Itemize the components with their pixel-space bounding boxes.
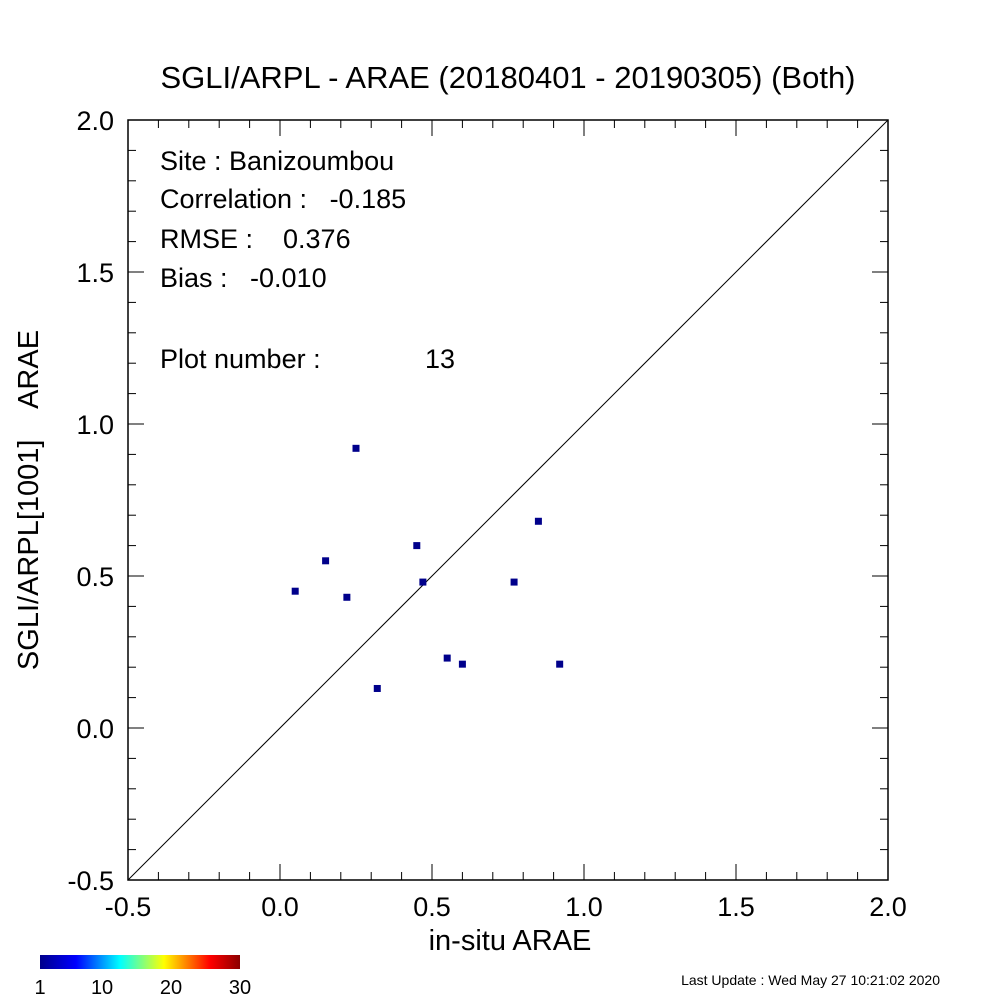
x-tick-label: 0.5 bbox=[413, 892, 451, 922]
colorbar-labels: 1 10 20 30 bbox=[34, 977, 251, 999]
bias-annotation: Bias : -0.010 bbox=[160, 263, 327, 293]
y-tick-label: 1.0 bbox=[76, 410, 114, 440]
colorbar-tick-label: 10 bbox=[91, 977, 113, 999]
data-point bbox=[322, 557, 330, 565]
plot-frame bbox=[127, 119, 889, 881]
y-axis-label: SGLI/ARPL[1001] ARAE bbox=[13, 330, 45, 670]
x-tick-label: 1.5 bbox=[717, 892, 755, 922]
data-points bbox=[291, 444, 564, 692]
y-tick-label: 0.5 bbox=[76, 562, 114, 592]
data-point bbox=[534, 517, 542, 525]
data-point bbox=[373, 684, 381, 692]
data-point bbox=[291, 587, 299, 595]
data-point bbox=[352, 444, 360, 452]
colorbar-tick-label: 1 bbox=[34, 977, 45, 999]
y-tick-label: 1.5 bbox=[76, 258, 114, 288]
one-to-one-line bbox=[127, 119, 889, 881]
data-point bbox=[556, 660, 564, 668]
last-update-text: Last Update : Wed May 27 10:21:02 2020 bbox=[681, 972, 940, 988]
data-point bbox=[458, 660, 466, 668]
data-point bbox=[510, 578, 518, 586]
x-tick-label: 2.0 bbox=[869, 892, 907, 922]
y-tick-label: -0.5 bbox=[67, 866, 114, 896]
data-point bbox=[413, 542, 421, 550]
chart-title: SGLI/ARPL - ARAE (20180401 - 20190305) (… bbox=[160, 60, 855, 95]
y-tick-label: 0.0 bbox=[76, 714, 114, 744]
colorbar-tick-label: 20 bbox=[160, 977, 182, 999]
correlation-annotation: Correlation : -0.185 bbox=[160, 184, 406, 214]
x-tick-label: -0.5 bbox=[105, 892, 152, 922]
data-point bbox=[443, 654, 451, 662]
x-tick-label: 1.0 bbox=[565, 892, 603, 922]
y-tick-labels: -0.5 0.0 0.5 1.0 1.5 2.0 bbox=[67, 106, 114, 896]
data-point bbox=[419, 578, 427, 586]
x-tick-label: 0.0 bbox=[261, 892, 299, 922]
rmse-annotation: RMSE : 0.376 bbox=[160, 224, 351, 254]
y-tick-label: 2.0 bbox=[76, 106, 114, 136]
data-point bbox=[343, 593, 351, 601]
x-tick-labels: -0.5 0.0 0.5 1.0 1.5 2.0 bbox=[105, 892, 907, 922]
x-axis-label: in-situ ARAE bbox=[429, 925, 592, 957]
site-annotation: Site : Banizoumbou bbox=[160, 146, 394, 176]
plot-number-value: 13 bbox=[425, 344, 455, 374]
plot-number-label: Plot number : bbox=[160, 344, 321, 374]
colorbar-tick-label: 30 bbox=[229, 977, 251, 999]
colorbar bbox=[40, 955, 240, 969]
